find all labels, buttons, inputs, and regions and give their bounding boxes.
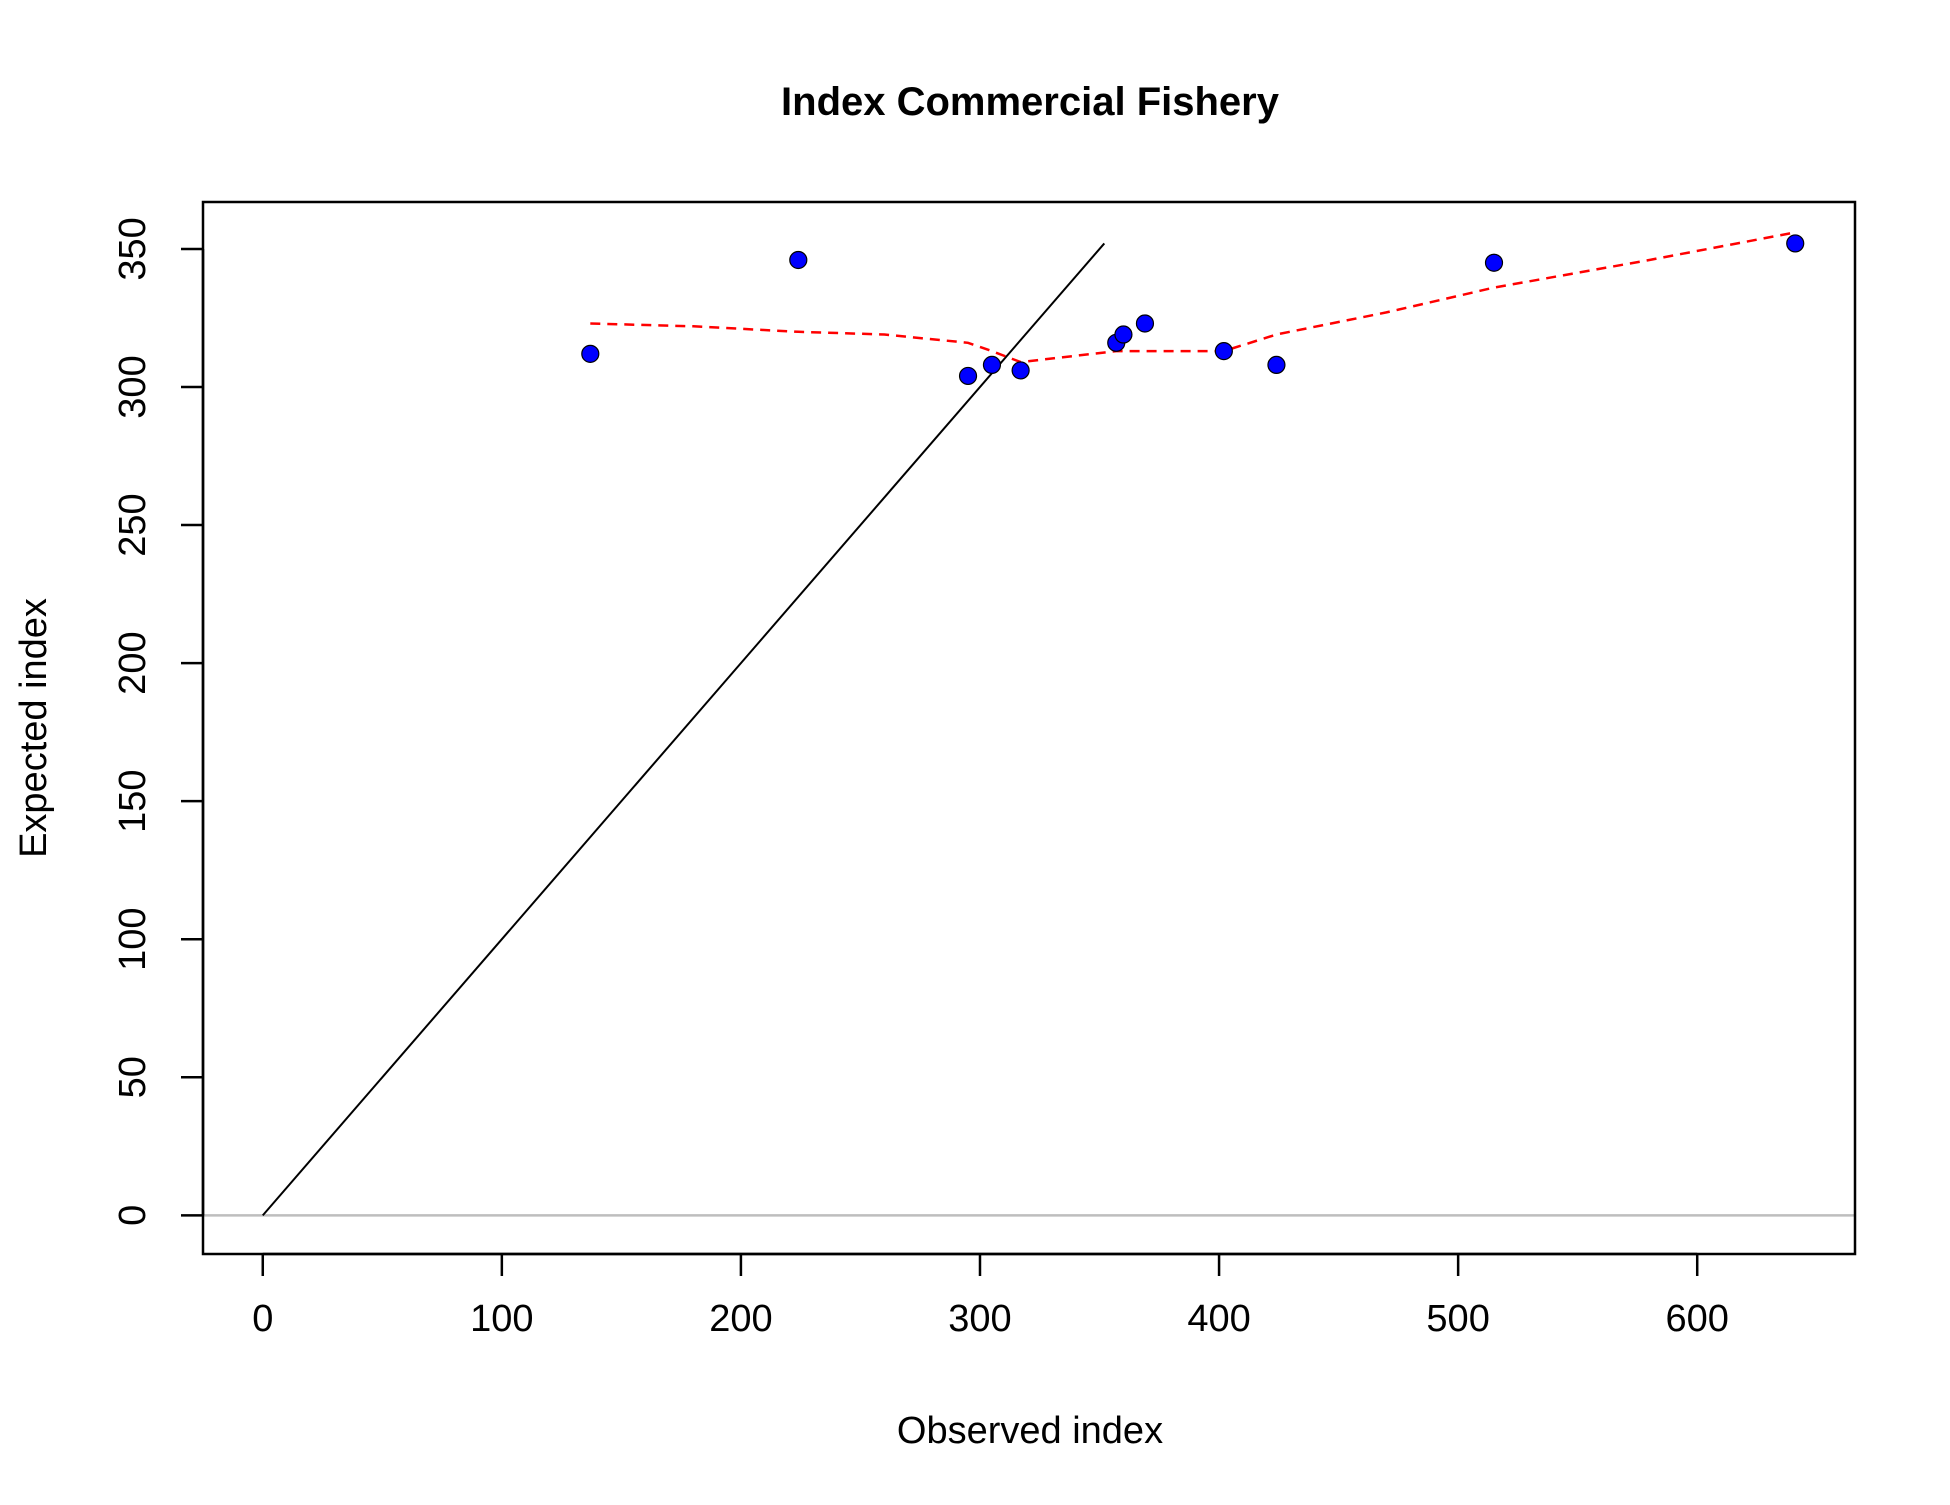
- plot-layer: 0 100 200 300 400 500 600 0 50 100 150 200 250 300 350: [112, 200, 1857, 1340]
- plot-frame: [201, 200, 1857, 1256]
- x-axis-label: Observed index: [897, 1410, 1163, 1452]
- x-tick-label: 400: [1187, 1298, 1250, 1340]
- x-tick-label: 100: [470, 1298, 533, 1340]
- smoother-line: [590, 231, 1796, 364]
- data-point: [1484, 253, 1504, 272]
- y-tick-label: 200: [112, 631, 154, 694]
- y-axis-label: Expected index: [13, 598, 55, 858]
- data-point: [581, 344, 600, 363]
- data-point: [1114, 325, 1133, 344]
- x-tick-label: 300: [948, 1298, 1011, 1340]
- x-tick-label: 600: [1666, 1298, 1729, 1340]
- y-tick-label: 300: [112, 355, 154, 418]
- data-point: [1135, 314, 1155, 333]
- y-tick-label: 0: [112, 1205, 154, 1226]
- data-point: [1011, 361, 1030, 380]
- data-point: [982, 355, 1002, 375]
- data-point: [958, 366, 978, 386]
- data-point: [1214, 342, 1233, 361]
- y-tick-label: 250: [112, 493, 154, 556]
- data-point: [1786, 234, 1805, 253]
- y-tick-label: 100: [112, 908, 154, 971]
- chart-title: Index Commercial Fishery: [781, 80, 1280, 124]
- x-tick-label: 500: [1426, 1298, 1489, 1340]
- y-tick-label: 350: [112, 217, 154, 280]
- y-tick-label: 50: [112, 1056, 154, 1098]
- x-tick-label: 0: [252, 1298, 273, 1340]
- y-tick-label: 150: [112, 769, 154, 832]
- data-point: [1267, 355, 1286, 375]
- identity-line: [262, 242, 1106, 1216]
- x-tick-label: 200: [709, 1298, 772, 1340]
- data-point: [789, 250, 808, 270]
